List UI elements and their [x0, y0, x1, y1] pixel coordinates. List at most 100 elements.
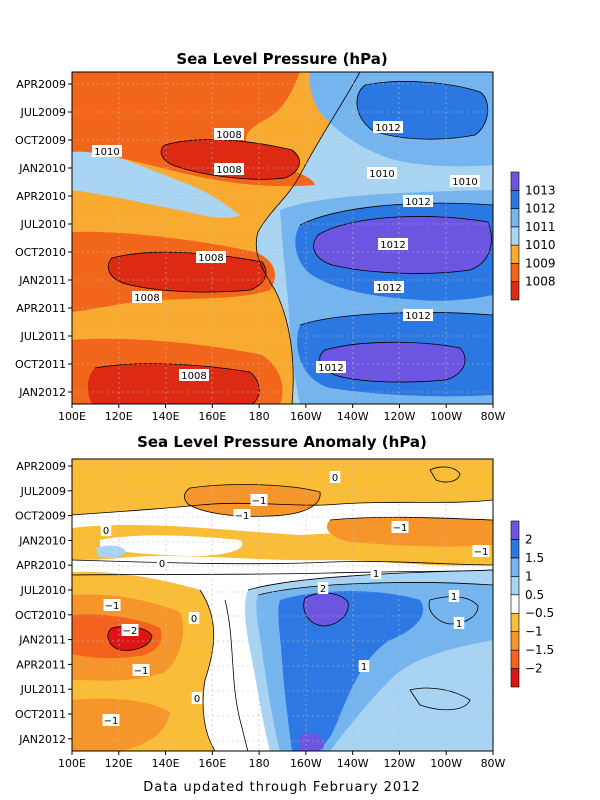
y-tick-label: APR2011 — [16, 658, 66, 671]
contour-label-bg — [214, 128, 244, 140]
colorbar-swatch — [510, 189, 520, 209]
contour-label: 1 — [456, 619, 462, 630]
contour-label-bg — [448, 590, 460, 602]
contour-label-bg — [191, 692, 203, 704]
contour-label: 0 — [191, 614, 197, 625]
colorbar-swatch — [510, 594, 520, 614]
chart2-region-pos2a — [303, 593, 349, 626]
contour-label-bg — [156, 557, 168, 569]
chart2-title: Sea Level Pressure Anomaly (hPa) — [137, 433, 427, 451]
contour-label: 1012 — [318, 363, 343, 374]
chart2-frame — [71, 458, 494, 752]
contour-label: −2 — [123, 626, 138, 637]
chart1-colorbar: 1008 1009 1010 1011 1012 1013 — [510, 171, 556, 301]
contour-label-bg — [316, 361, 346, 373]
chart1-region-1007c — [87, 363, 260, 404]
contour-label: 1012 — [405, 311, 430, 322]
y-tick-label: JUL2011 — [20, 683, 66, 696]
x-tick-label: 100W — [430, 757, 462, 770]
chart1-plot — [72, 72, 493, 404]
colorbar-swatch — [510, 520, 520, 540]
colorbar-swatch — [510, 263, 520, 283]
chart2-region-neg05d — [72, 698, 170, 751]
chart1-region-1013b — [319, 342, 465, 383]
contour-label-bg — [121, 624, 139, 636]
chart1-contour-labels: 1008 1008 1008 1008 1008 1010 1010 1010 1012 1012… — [92, 121, 480, 382]
contour-label: −1 — [105, 601, 120, 612]
x-tick-label: 80W — [481, 410, 506, 423]
y-tick-label: APR2010 — [16, 190, 66, 203]
contour-label: 0 — [103, 526, 109, 537]
x-tick-label: 180 — [249, 410, 270, 423]
contour-label-bg — [103, 599, 121, 611]
contour-label: 1008 — [134, 293, 159, 304]
contour-label: 1010 — [94, 147, 119, 158]
x-tick-label: 120W — [384, 410, 416, 423]
contour-label: −1 — [235, 511, 250, 522]
contour-label: 1008 — [181, 371, 206, 382]
chart2-region-white-band — [100, 535, 243, 556]
colorbar-swatch — [510, 631, 520, 651]
contour-label-bg — [472, 545, 490, 557]
chart2-region-pos05c — [96, 545, 126, 559]
colorbar-label: 1011 — [525, 220, 556, 234]
colorbar-label: −1.5 — [525, 643, 554, 657]
chart2-grid — [72, 459, 493, 751]
x-tick-label: 160W — [290, 410, 322, 423]
contour-label-bg — [196, 251, 226, 263]
contour-label: 1008 — [216, 165, 241, 176]
y-tick-label: JUL2010 — [20, 584, 66, 597]
contour-label: −1 — [474, 547, 489, 558]
x-tick-label: 80W — [481, 757, 506, 770]
chart2-plot — [72, 459, 493, 751]
contour-label: 0 — [159, 559, 165, 570]
colorbar-swatch — [510, 171, 520, 191]
y-tick-label: JAN2010 — [18, 162, 66, 175]
chart2-region-pos1e — [429, 596, 478, 624]
contour-label-bg — [403, 195, 433, 207]
contour-label: 1008 — [216, 130, 241, 141]
x-tick-label: 100W — [430, 410, 462, 423]
chart1-y-axis: APR2009 JUL2009 OCT2009 JAN2010 APR2010 JUL20… — [15, 78, 72, 399]
x-tick-label: 140W — [337, 757, 369, 770]
y-tick-label: JUL2009 — [20, 485, 66, 498]
chart1-x-axis: 100E 120E 140E 160E 180 160W 140W 120W 100W 80W — [58, 404, 506, 423]
x-tick-label: 120W — [384, 757, 416, 770]
chart2-region-pos2b — [300, 732, 324, 751]
contour-label-bg — [329, 471, 341, 483]
x-tick-label: 120E — [105, 410, 133, 423]
chart2-y-axis: APR2009 JUL2009 OCT2009 JAN2010 APR2010 JUL20… — [15, 460, 72, 746]
contour-label: 2 — [320, 584, 326, 595]
contour-label-bg — [367, 167, 397, 179]
chart1-region-1007b — [108, 252, 266, 293]
colorbar-swatch — [510, 649, 520, 669]
y-tick-label: OCT2010 — [15, 609, 66, 622]
chart2-region-pos15 — [278, 591, 424, 751]
x-tick-label: 160W — [290, 757, 322, 770]
contour-label: 1012 — [405, 197, 430, 208]
colorbar-label: 0.5 — [525, 588, 544, 602]
contour-label-bg — [378, 238, 408, 250]
contour-label-bg — [233, 509, 251, 521]
colorbar-label: −0.5 — [525, 606, 554, 620]
chart2-x-axis: 100E 120E 140E 160E 180 160W 140W 120W 100W 80W — [58, 751, 506, 770]
chart2-colorbar: −2 −1.5 −1 −0.5 0.5 1 1.5 2 — [510, 520, 554, 688]
contour-label-bg — [370, 567, 382, 579]
contour-label: 0 — [332, 473, 338, 484]
colorbar-swatch — [510, 281, 520, 301]
y-tick-label: OCT2011 — [15, 708, 66, 721]
contour-label-bg — [391, 521, 409, 533]
contour-label: −1 — [393, 523, 408, 534]
colorbar-swatch — [510, 612, 520, 632]
contour-label-bg — [453, 617, 465, 629]
colorbar-swatch — [510, 557, 520, 577]
contour-label-bg — [188, 612, 200, 624]
x-tick-label: 140E — [152, 410, 180, 423]
contour-label-bg — [317, 582, 329, 594]
y-tick-label: JAN2010 — [18, 534, 66, 547]
contour-label-bg — [373, 121, 403, 133]
colorbar-swatch — [510, 244, 520, 264]
contour-label-bg — [250, 494, 268, 506]
contour-label-bg — [100, 524, 112, 536]
chart1-title: Sea Level Pressure (hPa) — [176, 50, 387, 68]
